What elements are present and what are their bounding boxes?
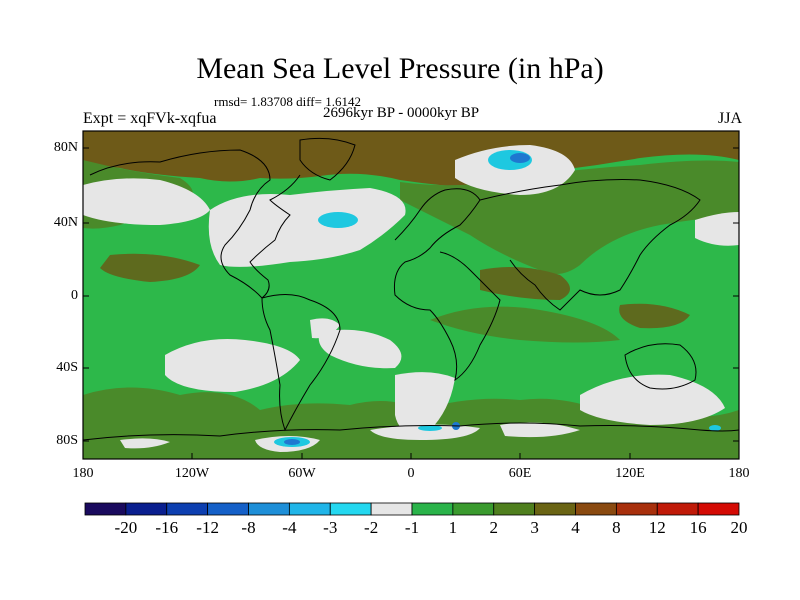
colorbar-swatch (615, 502, 658, 516)
y-tick-label: 40S (56, 360, 78, 375)
period-label: 2696kyr BP - 0000kyr BP (323, 105, 480, 121)
colorbar-swatch (288, 502, 331, 516)
field-npac-gray (83, 178, 210, 225)
field-antarctic-low-2 (418, 425, 442, 431)
field-satl-south-gray (395, 372, 455, 433)
colorbar-swatch (166, 502, 209, 516)
coast-antarctica (83, 422, 739, 441)
field-pacific-olive (100, 253, 200, 282)
x-tick-label: 180 (72, 466, 94, 481)
coast-north-america (89, 149, 301, 299)
colorbar-swatch (329, 502, 372, 516)
x-tick-label: 60E (508, 466, 532, 481)
x-tick-label: 120W (174, 466, 210, 481)
field-antarctic-gray-2 (370, 424, 480, 440)
y-tick-label: 40N (53, 215, 78, 230)
colorbar-label: 2 (489, 518, 499, 537)
coast-europe-africa (394, 188, 501, 382)
colorbar (84, 502, 740, 516)
y-tick-label: 0 (71, 288, 78, 303)
colorbar-label: 4 (571, 518, 580, 537)
season-label: JJA (717, 110, 742, 127)
colorbar-swatch (575, 502, 617, 516)
colorbar-swatch (125, 502, 168, 516)
axis-ticks (82, 147, 740, 459)
colorbar-swatch (493, 502, 536, 516)
x-tick-label: 180 (728, 466, 750, 481)
y-tick-label: 80N (53, 140, 78, 155)
coast-asia (479, 179, 701, 311)
colorbar-swatch (656, 502, 699, 516)
colorbar-label: 16 (689, 518, 707, 537)
colorbar-swatch (411, 502, 454, 516)
colorbar-swatch (248, 502, 290, 516)
field-natl-low (318, 212, 358, 228)
colorbar-label: -12 (196, 518, 219, 537)
field-antarctic-gray-3 (120, 438, 170, 449)
field-indian-dark (430, 306, 620, 343)
stats-label: rmsd= 1.83708 diff= 1.6142 (214, 94, 361, 109)
experiment-label: Expt = xqFVk-xqfua (83, 110, 217, 127)
colorbar-label: -16 (155, 518, 179, 537)
colorbar-swatch (207, 502, 249, 516)
x-tick-label: 60W (288, 466, 316, 481)
field-npac-east-gray (695, 212, 739, 246)
colorbar-label: 20 (730, 518, 748, 537)
colorbar-label: 3 (530, 518, 539, 537)
field-satl-gray (318, 329, 402, 369)
colorbar-swatch (452, 502, 495, 516)
field-sind-gray (580, 374, 725, 425)
coast-australia (624, 343, 697, 390)
colorbar-label: 12 (648, 518, 666, 537)
field-india-olive (480, 266, 570, 300)
field-spac-gray (165, 339, 300, 392)
x-tick-label: 0 (407, 466, 415, 481)
field-antarctic-low-3 (709, 425, 721, 431)
y-tick-label: 80S (56, 433, 78, 448)
coastlines (83, 137, 739, 441)
field-siberia-gray (455, 145, 575, 195)
colorbar-label: -2 (364, 518, 379, 537)
field-natl-gray (208, 188, 406, 267)
field-siberia-core (510, 153, 530, 163)
map-title: Mean Sea Level Pressure (in hPa) (196, 52, 604, 85)
field-arctic-brown (83, 131, 739, 188)
colorbar-swatch (697, 502, 740, 516)
colorbar-label: 8 (612, 518, 621, 537)
colorbar-swatch (534, 502, 576, 516)
colorbar-label: -3 (323, 518, 338, 537)
x-tick-label: 120E (615, 466, 645, 481)
colorbar-label: -4 (282, 518, 297, 537)
colorbar-swatch (84, 502, 127, 516)
field-brazil-gray (310, 318, 340, 339)
colorbar-label: 1 (448, 518, 458, 537)
colorbar-label: -8 (241, 518, 256, 537)
coast-south-america (261, 294, 341, 432)
field-antarctic-core (284, 439, 300, 445)
field-antarctic-gray-4 (500, 422, 580, 438)
colorbar-label: -20 (114, 518, 138, 537)
map-field (83, 131, 739, 459)
field-indonesia-olive (619, 303, 690, 329)
coast-greenland (299, 137, 356, 181)
colorbar-label: -1 (404, 518, 420, 537)
colorbar-swatch (370, 502, 413, 516)
